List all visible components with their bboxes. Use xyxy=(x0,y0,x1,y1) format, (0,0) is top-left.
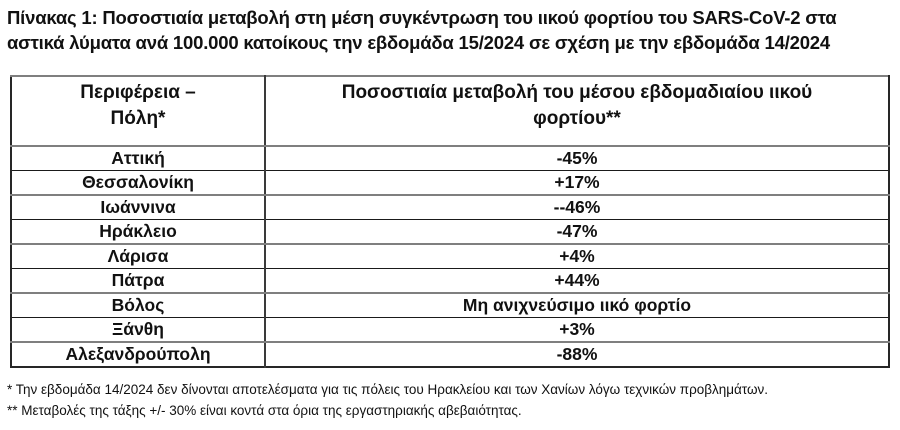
table-row: Αττική -45% xyxy=(11,146,889,171)
change-cell: Μη ανιχνεύσιμο ιικό φορτίο xyxy=(265,293,889,318)
footnote-2: ** Μεταβολές της τάξης +/- 30% είναι κον… xyxy=(7,403,522,418)
region-cell: Αττική xyxy=(11,146,266,171)
header-percent-change: Ποσοστιαία μεταβολή του μέσου εβδομαδιαί… xyxy=(265,76,889,147)
header-percent-change-line-1: Ποσοστιαία μεταβολή του μέσου εβδομαδιαί… xyxy=(341,82,813,103)
change-cell: -45% xyxy=(265,146,889,171)
region-cell: Λάρισα xyxy=(11,244,266,269)
table-title-line-1: Πίνακας 1: Ποσοστιαία μεταβολή στη μέση … xyxy=(7,7,837,28)
results-table: Περιφέρεια – Πόλη* Ποσοστιαία μεταβολή τ… xyxy=(10,75,890,368)
header-row: Περιφέρεια – Πόλη* Ποσοστιαία μεταβολή τ… xyxy=(11,76,889,147)
footnotes: * Την εβδομάδα 14/2024 δεν δίνονται αποτ… xyxy=(7,379,897,421)
region-cell: Βόλος xyxy=(11,293,266,318)
region-cell: Θεσσαλονίκη xyxy=(11,170,266,196)
table-row: Ιωάννινα --46% xyxy=(11,195,889,220)
region-cell: Ξάνθη xyxy=(11,317,266,343)
change-cell: +44% xyxy=(265,268,889,294)
change-cell: +3% xyxy=(265,317,889,343)
table-title: Πίνακας 1: Ποσοστιαία μεταβολή στη μέση … xyxy=(7,5,897,55)
region-cell: Αλεξανδρούπολη xyxy=(11,342,266,367)
change-cell: +4% xyxy=(265,244,889,269)
region-cell: Ηράκλειο xyxy=(11,219,266,245)
table-row: Ξάνθη +3% xyxy=(11,317,889,343)
change-cell: -88% xyxy=(556,344,598,364)
change-cell: +17% xyxy=(265,170,889,196)
change-cell: --46% xyxy=(265,195,889,220)
table-row: Λάρισα +4% xyxy=(11,244,889,269)
region-cell: Ιωάννινα xyxy=(11,195,266,220)
region-cell: Πάτρα xyxy=(11,268,266,294)
table-title-line-2: αστικά λύματα ανά 100.000 κατοίκους την … xyxy=(7,32,830,53)
header-percent-change-line-2: φορτίου** xyxy=(533,108,621,129)
change-cell: -47% xyxy=(265,219,889,245)
header-region-city-line-2: Πόλη* xyxy=(110,108,166,129)
table-row: Πάτρα +44% xyxy=(11,268,889,294)
header-region-city-line-1: Περιφέρεια – xyxy=(80,82,196,103)
table-row: Ηράκλειο -47% xyxy=(11,219,889,245)
footnote-1: * Την εβδομάδα 14/2024 δεν δίνονται αποτ… xyxy=(7,382,769,397)
table-row: Αλεξανδρούπολη -88% xyxy=(11,342,889,367)
table-row: Βόλος Μη ανιχνεύσιμο ιικό φορτίο xyxy=(11,293,889,318)
header-region-city: Περιφέρεια – Πόλη* xyxy=(11,76,266,147)
table-row: Θεσσαλονίκη +17% xyxy=(11,170,889,196)
